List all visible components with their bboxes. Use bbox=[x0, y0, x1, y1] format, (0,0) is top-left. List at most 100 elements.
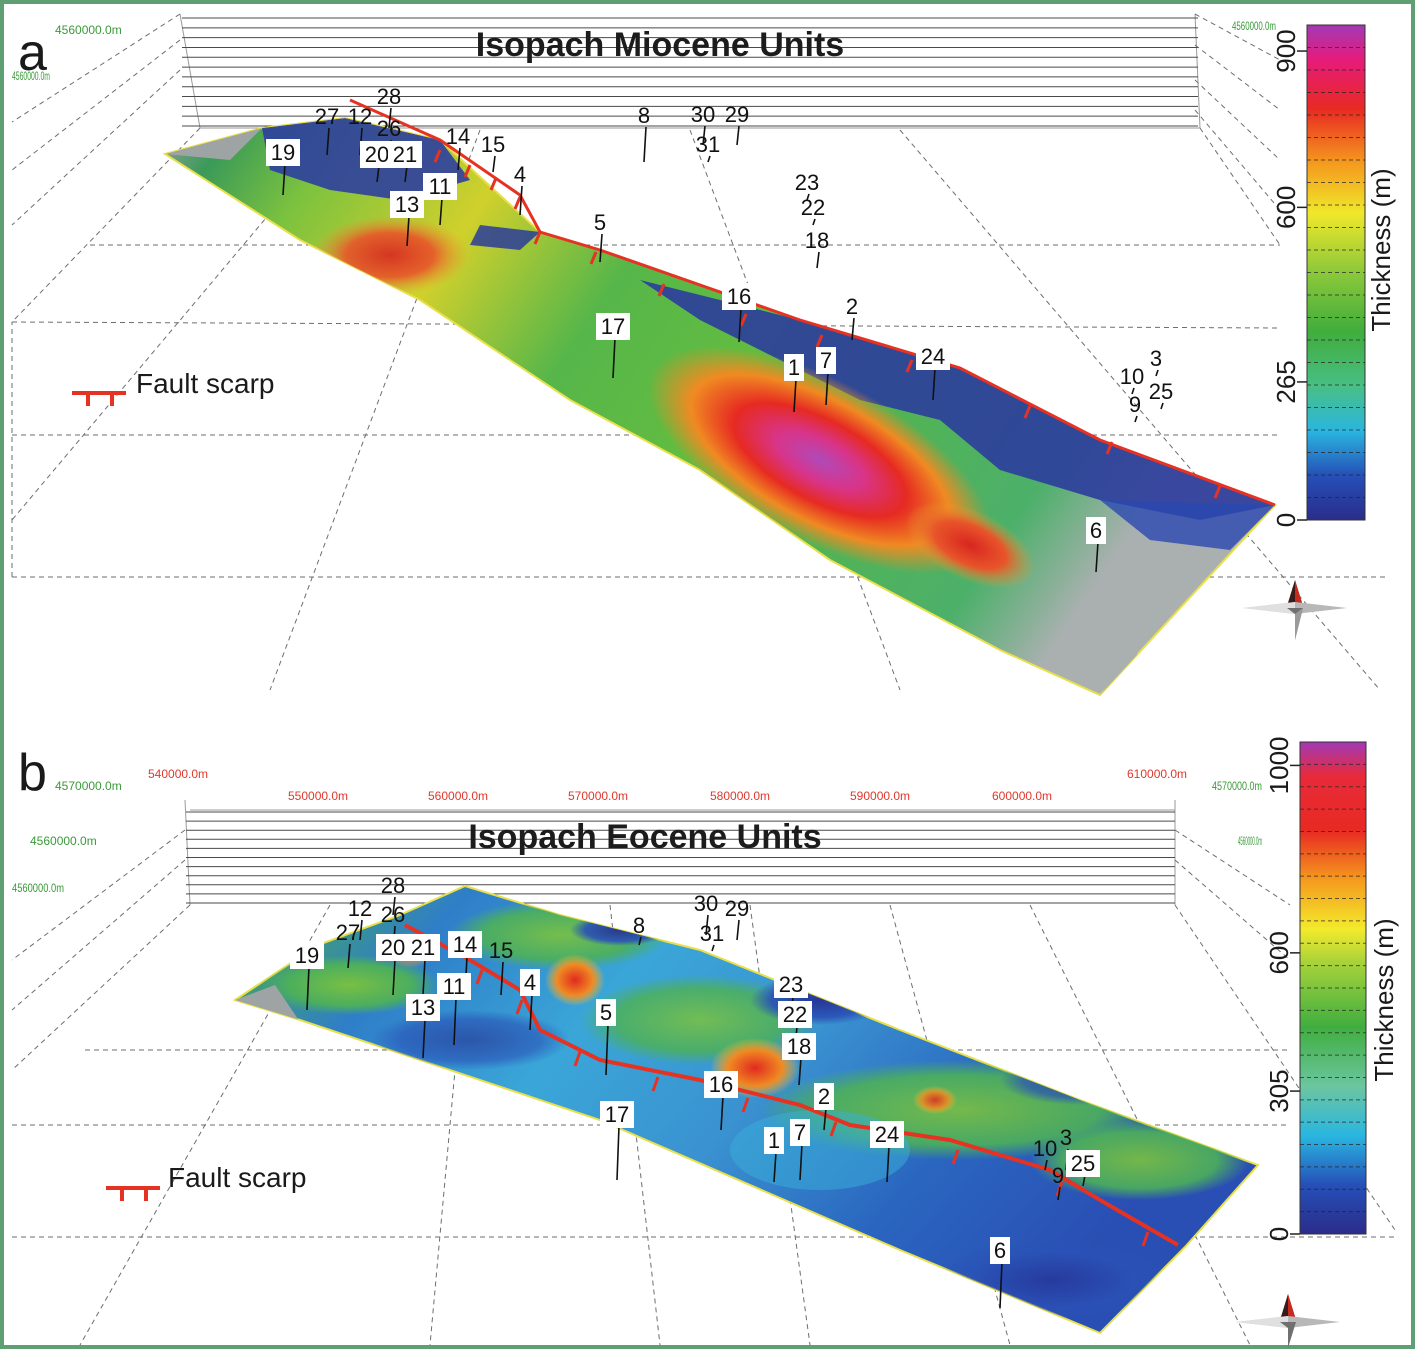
panel-b-well-5: 5 bbox=[596, 999, 616, 1076]
panel-b-colorbar-tick-1: 305 bbox=[1264, 1069, 1294, 1112]
panel-b-well-30: 30 bbox=[694, 891, 718, 936]
svg-text:29: 29 bbox=[725, 102, 749, 127]
panel-a-well-21: 21 bbox=[388, 141, 422, 183]
panel-b-well-14: 14 bbox=[448, 931, 482, 996]
panel-a-well-24: 24 bbox=[916, 343, 950, 401]
panel-a-well-5: 5 bbox=[594, 210, 606, 263]
panel-b-well-18: 18 bbox=[782, 1033, 816, 1086]
panel-b-compass-icon bbox=[1236, 1294, 1340, 1348]
svg-text:23: 23 bbox=[779, 972, 803, 997]
panel-b-axis-easting-3: 570000.0m bbox=[568, 789, 628, 803]
panel-a-well-7: 7 bbox=[816, 347, 836, 406]
panel-b-well-16: 16 bbox=[704, 1071, 738, 1131]
panel-a-colorbar-tick-0: 0 bbox=[1271, 513, 1301, 527]
svg-text:11: 11 bbox=[429, 174, 452, 199]
svg-text:19: 19 bbox=[295, 943, 319, 968]
panel-a-colorbar-tick-2: 600 bbox=[1271, 186, 1301, 229]
svg-text:21: 21 bbox=[411, 935, 435, 960]
panel-a-well-9: 9 bbox=[1129, 392, 1141, 423]
svg-text:5: 5 bbox=[600, 1000, 612, 1025]
panel-b-title: Isopach Eocene Units bbox=[468, 818, 821, 856]
panel-b-letter: b bbox=[18, 744, 47, 802]
panel-b-axis-northing-left: 4570000.0m bbox=[55, 779, 122, 793]
svg-text:16: 16 bbox=[709, 1072, 733, 1097]
svg-text:17: 17 bbox=[601, 314, 625, 339]
svg-text:31: 31 bbox=[700, 921, 724, 946]
panel-b-well-29: 29 bbox=[725, 896, 749, 941]
panel-b-well-20: 20 bbox=[376, 934, 410, 996]
panel-a-well-30: 30 bbox=[691, 102, 715, 146]
panel-b-well-4: 4 bbox=[520, 969, 540, 1031]
panel-b-well-11: 11 bbox=[437, 973, 471, 1046]
svg-text:25: 25 bbox=[1149, 379, 1173, 404]
panel-a-colorbar: 0 265 600 900 Thickness (m) bbox=[1271, 24, 1396, 527]
svg-text:3: 3 bbox=[1060, 1125, 1072, 1150]
svg-text:4: 4 bbox=[514, 162, 526, 187]
svg-text:24: 24 bbox=[875, 1122, 899, 1147]
panel-a-well-11: 11 bbox=[423, 173, 457, 226]
panel-b-legend: Fault scarp bbox=[106, 1162, 307, 1201]
panel-a-well-31: 31 bbox=[696, 132, 720, 163]
svg-text:28: 28 bbox=[381, 873, 405, 898]
panel-b-axis-northing-left3: 4560000.0m bbox=[12, 881, 64, 895]
miocene-isopach-surface bbox=[162, 98, 1277, 697]
svg-text:16: 16 bbox=[727, 284, 751, 309]
svg-text:30: 30 bbox=[694, 891, 718, 916]
svg-text:12: 12 bbox=[348, 104, 372, 129]
panel-b-axis-easting-2: 560000.0m bbox=[428, 789, 488, 803]
panel-a-well-28: 28 bbox=[377, 84, 401, 129]
panel-b-well-12: 12 bbox=[348, 896, 372, 941]
svg-text:11: 11 bbox=[443, 974, 466, 999]
svg-text:15: 15 bbox=[489, 938, 513, 963]
panel-b-axis-easting-1: 550000.0m bbox=[288, 789, 348, 803]
svg-text:23: 23 bbox=[795, 170, 819, 195]
panel-a-legend: Fault scarp bbox=[72, 368, 275, 406]
panel-b-well-10: 10 bbox=[1033, 1136, 1057, 1171]
svg-text:26: 26 bbox=[381, 902, 405, 927]
svg-text:13: 13 bbox=[395, 192, 419, 217]
panel-b: Isopach Eocene Units b 4570000.0m 540000… bbox=[11, 737, 1399, 1348]
svg-text:18: 18 bbox=[805, 228, 829, 253]
panel-b-colorbar-tick-0: 0 bbox=[1264, 1227, 1294, 1241]
panel-a-well-1: 1 bbox=[784, 354, 804, 413]
svg-text:19: 19 bbox=[271, 140, 295, 165]
panel-b-well-24: 24 bbox=[870, 1121, 904, 1183]
svg-text:18: 18 bbox=[787, 1034, 811, 1059]
svg-text:28: 28 bbox=[377, 84, 401, 109]
svg-text:25: 25 bbox=[1071, 1151, 1095, 1176]
panel-b-well-1: 1 bbox=[764, 1127, 784, 1183]
svg-text:27: 27 bbox=[315, 104, 339, 129]
panel-b-axis-northing-right2: 4560000.0m bbox=[1238, 834, 1262, 848]
panel-b-well-19: 19 bbox=[290, 942, 324, 1011]
svg-text:22: 22 bbox=[783, 1002, 807, 1027]
panel-a-well-14: 14 bbox=[446, 124, 470, 171]
panel-b-legend-label: Fault scarp bbox=[168, 1162, 307, 1193]
svg-text:24: 24 bbox=[921, 344, 945, 369]
panel-b-axis-easting-5: 590000.0m bbox=[850, 789, 910, 803]
panel-b-colorbar-tick-2: 600 bbox=[1264, 931, 1294, 974]
svg-text:12: 12 bbox=[348, 896, 372, 921]
panel-b-well-27: 27 bbox=[336, 920, 360, 969]
panel-a-colorbar-tick-3: 900 bbox=[1271, 29, 1301, 72]
panel-b-well-13: 13 bbox=[406, 994, 440, 1059]
panel-a-colorbar-title: Thickness (m) bbox=[1366, 168, 1396, 331]
panel-a-well-13: 13 bbox=[390, 191, 424, 247]
panel-a-well-3: 3 bbox=[1150, 346, 1162, 377]
svg-text:17: 17 bbox=[605, 1102, 629, 1127]
svg-text:10: 10 bbox=[1120, 364, 1144, 389]
svg-text:20: 20 bbox=[381, 935, 405, 960]
panel-a-axis-label-right: 4560000.0m bbox=[1232, 19, 1276, 33]
svg-text:8: 8 bbox=[638, 103, 650, 128]
panel-b-axis-easting-6: 600000.0m bbox=[992, 789, 1052, 803]
panel-a-well-25: 25 bbox=[1149, 379, 1173, 410]
svg-text:21: 21 bbox=[393, 142, 417, 167]
svg-text:2: 2 bbox=[846, 294, 858, 319]
svg-text:20: 20 bbox=[365, 142, 389, 167]
panel-a-axis-label-left2: 4560000.0m bbox=[12, 69, 50, 83]
svg-text:30: 30 bbox=[691, 102, 715, 127]
svg-text:3: 3 bbox=[1150, 346, 1162, 371]
panel-b-well-8: 8 bbox=[633, 913, 645, 946]
panel-b-well-15: 15 bbox=[489, 938, 513, 996]
